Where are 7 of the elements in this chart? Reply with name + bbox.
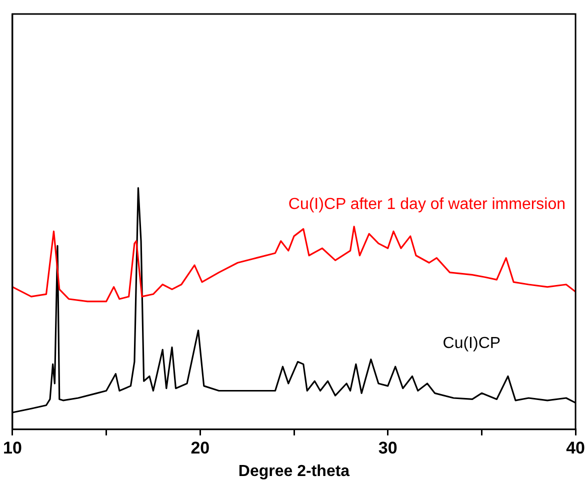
x-axis-title: Degree 2-theta bbox=[238, 462, 350, 480]
x-tick-label: 40 bbox=[566, 438, 586, 458]
x-tick-label: 30 bbox=[378, 438, 398, 458]
x-tick-label: 10 bbox=[2, 438, 22, 458]
series-label: Cu(I)CP bbox=[442, 334, 501, 352]
series-label: Cu(I)CP after 1 day of water immersion bbox=[288, 196, 566, 213]
x-tick-label: 20 bbox=[190, 438, 210, 458]
